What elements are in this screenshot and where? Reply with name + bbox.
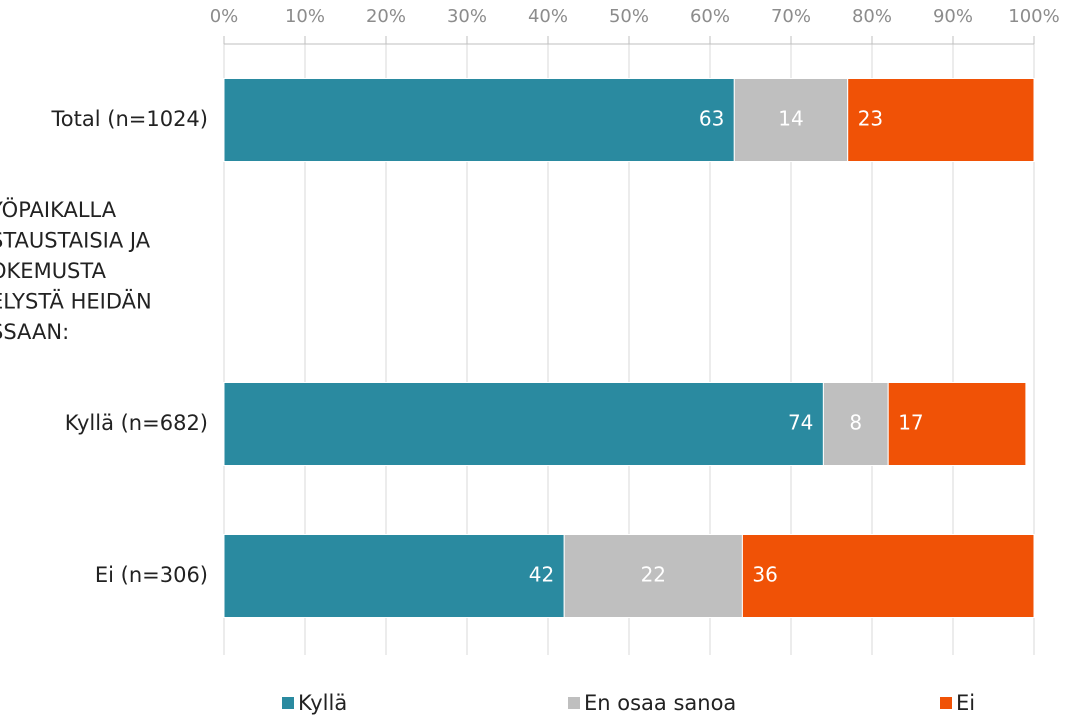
x-tick-label: 50% [609,6,649,27]
legend-label: En osaa sanoa [584,691,736,715]
legend-label: Ei [956,691,975,715]
bar-segment [741,534,1035,618]
data-label: 36 [752,563,777,587]
x-tick-label: 70% [771,6,811,27]
x-tick-label: 40% [528,6,568,27]
bar-segment [822,382,889,466]
y-tick-label: Kyllä (n=682) [65,411,208,435]
legend-label: Kyllä [298,691,347,715]
y-tick-label: Ei (n=306) [95,563,208,587]
bar-segment [223,534,565,618]
data-label: 22 [641,563,666,587]
label-line: SSAAN: [0,320,69,344]
data-label: 23 [858,107,883,131]
legend-swatch [568,697,580,709]
label-line: ELYSTÄ HEIDÄN [0,289,152,314]
legend-swatch [940,697,952,709]
y-tick-label: Total (n=1024) [51,107,208,131]
x-tick-label: 30% [447,6,487,27]
bar-segment [847,78,1035,162]
y-tick-label: YÖPAIKALLA STAUSTAISIA JA OKEMUSTA ELYSTÄ H… [0,197,152,344]
bar-segment [223,382,824,466]
bar-segment [223,78,735,162]
x-tick-label: 100% [1008,6,1059,27]
bar-segment [563,534,743,618]
bar-segment [733,78,849,162]
label-line: OKEMUSTA [0,259,107,283]
x-tick-label: 20% [366,6,406,27]
x-tick-label: 60% [690,6,730,27]
data-label: 42 [529,563,554,587]
x-tick-label: 10% [285,6,325,27]
x-tick-label: 0% [210,6,239,27]
data-label: 74 [788,411,813,435]
data-label: 17 [898,411,923,435]
label-line: STAUSTAISIA JA [0,229,151,253]
legend-swatch [282,697,294,709]
x-tick-label: 90% [933,6,973,27]
label-line: YÖPAIKALLA [0,197,117,222]
data-label: 63 [699,107,724,131]
bar-segment [887,382,1027,466]
data-label: 14 [778,107,803,131]
x-tick-label: 80% [852,6,892,27]
data-label: 8 [849,411,862,435]
